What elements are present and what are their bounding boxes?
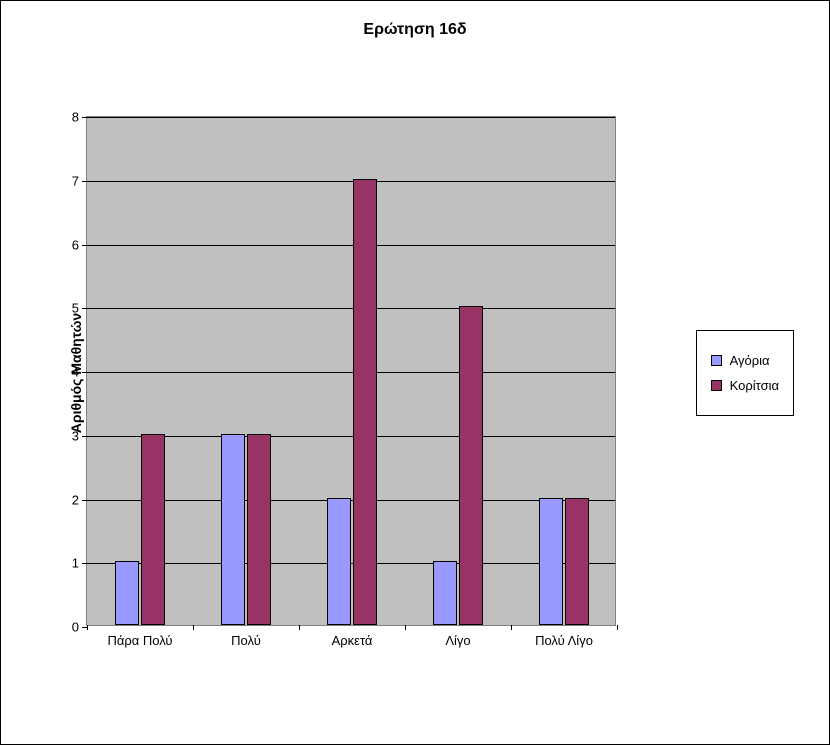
legend-item: Αγόρια: [711, 353, 779, 368]
bar: [327, 498, 351, 626]
grid-line: [87, 181, 615, 182]
y-tick-mark: [82, 563, 87, 564]
bar: [115, 561, 139, 625]
y-tick-label: 2: [72, 492, 79, 507]
x-tick-mark: [299, 625, 300, 630]
chart-container: Ερώτηση 16δ Αριθμός Μαθητών 012345678Πάρ…: [0, 0, 830, 745]
grid-line: [87, 117, 615, 118]
grid-line: [87, 500, 615, 501]
legend-swatch: [711, 380, 722, 391]
x-tick-label: Πολύ: [231, 633, 261, 648]
y-tick-label: 8: [72, 110, 79, 125]
legend-label: Αγόρια: [730, 353, 770, 368]
bar: [539, 498, 563, 626]
grid-line: [87, 372, 615, 373]
bar: [247, 434, 271, 625]
y-tick-mark: [82, 308, 87, 309]
y-tick-label: 5: [72, 301, 79, 316]
x-tick-mark: [405, 625, 406, 630]
bar: [459, 306, 483, 625]
grid-line: [87, 308, 615, 309]
bar: [141, 434, 165, 625]
bar: [433, 561, 457, 625]
y-tick-label: 4: [72, 365, 79, 380]
x-tick-mark: [193, 625, 194, 630]
y-tick-label: 6: [72, 237, 79, 252]
x-tick-label: Πολύ Λίγο: [535, 633, 593, 648]
legend-swatch: [711, 355, 722, 366]
bar: [565, 498, 589, 626]
chart-title: Ερώτηση 16δ: [1, 21, 829, 39]
y-tick-mark: [82, 245, 87, 246]
legend-item: Κορίτσια: [711, 378, 779, 393]
x-tick-mark: [617, 625, 618, 630]
y-tick-mark: [82, 436, 87, 437]
y-tick-label: 0: [72, 620, 79, 635]
y-tick-mark: [82, 181, 87, 182]
y-tick-mark: [82, 372, 87, 373]
y-tick-label: 3: [72, 428, 79, 443]
bar: [221, 434, 245, 625]
legend: Αγόρια Κορίτσια: [696, 330, 794, 416]
x-tick-label: Λίγο: [445, 633, 470, 648]
x-tick-label: Πάρα Πολύ: [107, 633, 172, 648]
y-tick-mark: [82, 500, 87, 501]
y-tick-label: 1: [72, 556, 79, 571]
grid-line: [87, 436, 615, 437]
x-tick-mark: [511, 625, 512, 630]
plot-area: 012345678Πάρα ΠολύΠολύΑρκετάΛίγοΠολύ Λίγ…: [86, 116, 616, 626]
y-tick-mark: [82, 117, 87, 118]
bar: [353, 179, 377, 625]
x-tick-mark: [87, 625, 88, 630]
grid-line: [87, 245, 615, 246]
x-tick-label: Αρκετά: [332, 633, 373, 648]
grid-line: [87, 563, 615, 564]
y-tick-label: 7: [72, 173, 79, 188]
legend-label: Κορίτσια: [730, 378, 779, 393]
